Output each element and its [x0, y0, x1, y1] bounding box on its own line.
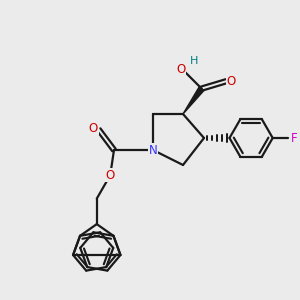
- Text: N: N: [148, 143, 158, 157]
- Text: O: O: [227, 75, 236, 88]
- Text: H: H: [190, 56, 198, 66]
- Text: O: O: [105, 169, 114, 182]
- Text: O: O: [89, 122, 98, 135]
- Text: O: O: [176, 64, 185, 76]
- Text: F: F: [290, 131, 297, 145]
- Polygon shape: [183, 87, 204, 114]
